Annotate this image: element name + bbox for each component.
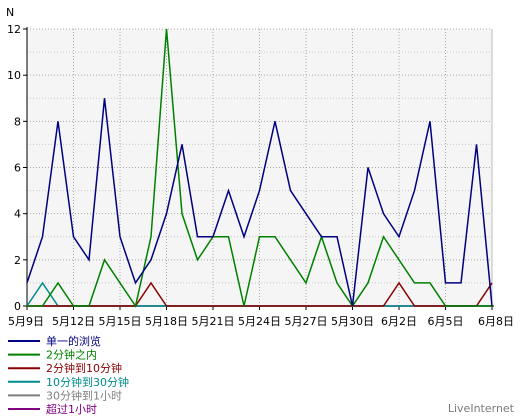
x-tick-label: 6月8日 (478, 315, 514, 328)
y-tick-label: 4 (14, 208, 21, 221)
x-tick-label: 5月21日 (192, 315, 235, 328)
y-tick-label: 6 (14, 162, 21, 175)
series-line (27, 28, 492, 308)
x-tick-label: 5月12日 (52, 315, 95, 328)
x-tick-label: 6月5日 (428, 315, 464, 328)
x-tick-label: 5月30日 (331, 315, 374, 328)
y-axis-label: N (6, 6, 14, 19)
x-tick-label: 5月27日 (285, 315, 328, 328)
x-tick-label: 6月2日 (381, 315, 417, 328)
legend-label: 2分钟之内 (46, 348, 97, 362)
legend-label: 超过1小时 (46, 402, 97, 416)
y-tick-label: 8 (14, 115, 21, 128)
legend-label: 30分钟到1小时 (46, 388, 122, 402)
y-tick-labels: 0 2 4 6 8 10 12 (7, 23, 21, 313)
legend-label: 单一的浏览 (46, 334, 101, 348)
x-tick-labels: 5月9日 5月12日 5月15日 5月18日 5月21日 5月24日 5月27日 5月30日 6… (8, 315, 514, 328)
y-tick-label: 2 (14, 254, 21, 267)
y-tick-label: 10 (7, 69, 21, 82)
y-tick-label: 12 (7, 23, 21, 36)
y-tick-label: 0 (14, 300, 21, 313)
x-tick-label: 5月9日 (8, 315, 44, 328)
legend-label: 2分钟到10分钟 (46, 361, 122, 375)
x-tick-label: 5月18日 (145, 315, 188, 328)
credit-text: LiveInternet (448, 402, 515, 415)
x-tick-label: 5月24日 (238, 315, 281, 328)
legend-label: 10分钟到30分钟 (46, 375, 129, 389)
x-tick-label: 5月15日 (99, 315, 142, 328)
series-line (27, 281, 493, 307)
series-line (26, 98, 493, 307)
series-lines (26, 28, 493, 308)
